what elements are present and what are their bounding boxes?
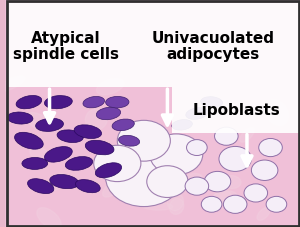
Ellipse shape [30,147,49,161]
Ellipse shape [7,112,33,124]
Circle shape [224,195,247,213]
Circle shape [204,171,231,192]
Circle shape [187,140,207,155]
Ellipse shape [44,96,72,109]
Text: Atypical
spindle cells: Atypical spindle cells [13,31,119,62]
Ellipse shape [15,132,43,149]
Text: Univacuolated
adipocytes: Univacuolated adipocytes [152,31,274,62]
Ellipse shape [257,207,270,220]
Ellipse shape [50,175,79,189]
Circle shape [185,177,209,195]
FancyBboxPatch shape [172,87,298,133]
Text: Lipoblasts: Lipoblasts [193,103,280,118]
Circle shape [147,166,188,197]
Ellipse shape [85,109,107,130]
Circle shape [94,145,141,182]
Ellipse shape [201,97,223,108]
Ellipse shape [212,191,231,204]
Ellipse shape [65,157,93,170]
FancyBboxPatch shape [128,3,298,87]
Ellipse shape [37,208,61,227]
FancyBboxPatch shape [5,0,300,227]
FancyBboxPatch shape [7,3,128,87]
Ellipse shape [36,118,63,131]
Ellipse shape [118,135,140,146]
Ellipse shape [76,180,100,193]
Ellipse shape [201,108,218,119]
Ellipse shape [83,96,104,108]
Ellipse shape [240,128,254,142]
Circle shape [214,127,238,145]
Ellipse shape [22,158,48,169]
Circle shape [266,196,287,212]
Circle shape [251,160,278,180]
Ellipse shape [26,113,52,131]
Ellipse shape [47,173,67,191]
Ellipse shape [132,145,155,154]
Ellipse shape [0,76,25,91]
Circle shape [244,184,268,202]
Ellipse shape [103,177,126,197]
Ellipse shape [96,79,124,95]
Circle shape [201,196,222,212]
Ellipse shape [74,125,101,138]
Ellipse shape [112,119,134,131]
Ellipse shape [222,175,241,189]
Ellipse shape [106,96,129,108]
Ellipse shape [179,173,202,189]
Ellipse shape [265,100,288,125]
Ellipse shape [16,96,42,109]
Ellipse shape [167,193,184,211]
Ellipse shape [57,130,83,143]
Circle shape [117,120,170,161]
Ellipse shape [95,163,122,178]
Ellipse shape [44,147,72,162]
Circle shape [219,146,251,171]
Ellipse shape [85,140,114,155]
Circle shape [106,148,182,207]
Ellipse shape [96,107,121,120]
Ellipse shape [186,108,208,119]
Ellipse shape [212,191,238,204]
Ellipse shape [28,179,54,194]
Circle shape [150,134,203,175]
Ellipse shape [169,198,184,214]
Ellipse shape [142,202,173,210]
Circle shape [259,138,282,157]
Ellipse shape [172,120,192,130]
